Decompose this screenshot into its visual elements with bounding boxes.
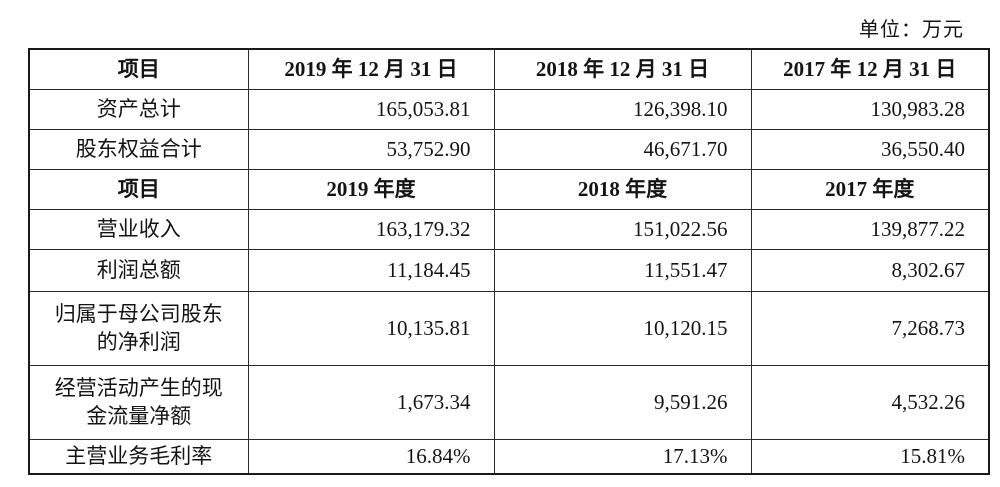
row-label: 主营业务毛利率 <box>28 438 249 475</box>
unit-label: 单位：万元 <box>859 19 964 41</box>
cell-value: 1,673.34 <box>247 364 495 440</box>
table-row-net-profit-parent: 归属于母公司股东 的净利润 10,135.81 10,120.15 7,268.… <box>28 290 990 366</box>
cell-value: 8,302.67 <box>750 248 990 292</box>
table-row-total-assets: 资产总计 165,053.81 126,398.10 130,983.28 <box>28 88 990 130</box>
column-header-2019-year: 2019 年度 <box>247 168 495 210</box>
row-label: 资产总计 <box>28 88 249 130</box>
cell-value: 15.81% <box>750 438 990 475</box>
column-header-2018-year: 2018 年度 <box>493 168 752 210</box>
cell-value: 4,532.26 <box>750 364 990 440</box>
row-label: 营业收入 <box>28 208 249 250</box>
row-label: 经营活动产生的现 金流量净额 <box>28 364 249 440</box>
cell-value: 53,752.90 <box>247 128 495 170</box>
income-statement-header-row: 项目 2019 年度 2018 年度 2017 年度 <box>28 168 990 210</box>
column-header-2017-date: 2017 年 12 月 31 日 <box>750 48 990 90</box>
table-row-total-profit: 利润总额 11,184.45 11,551.47 8,302.67 <box>28 248 990 292</box>
column-header-2017-year: 2017 年度 <box>750 168 990 210</box>
cell-value: 36,550.40 <box>750 128 990 170</box>
cell-value: 126,398.10 <box>493 88 752 130</box>
row-label: 归属于母公司股东 的净利润 <box>28 290 249 366</box>
cell-value: 139,877.22 <box>750 208 990 250</box>
cell-value: 151,022.56 <box>493 208 752 250</box>
table-row-operating-cash-flow: 经营活动产生的现 金流量净额 1,673.34 9,591.26 4,532.2… <box>28 364 990 440</box>
row-label: 股东权益合计 <box>28 128 249 170</box>
cell-value: 165,053.81 <box>247 88 495 130</box>
table-row-operating-revenue: 营业收入 163,179.32 151,022.56 139,877.22 <box>28 208 990 250</box>
table-row-gross-margin: 主营业务毛利率 16.84% 17.13% 15.81% <box>28 438 990 475</box>
balance-sheet-header-row: 项目 2019 年 12 月 31 日 2018 年 12 月 31 日 201… <box>28 48 990 90</box>
cell-value: 46,671.70 <box>493 128 752 170</box>
row-label: 利润总额 <box>28 248 249 292</box>
cell-value: 130,983.28 <box>750 88 990 130</box>
table-row-total-equity: 股东权益合计 53,752.90 46,671.70 36,550.40 <box>28 128 990 170</box>
column-header-item: 项目 <box>28 168 249 210</box>
cell-value: 11,184.45 <box>247 248 495 292</box>
cell-value: 17.13% <box>493 438 752 475</box>
column-header-item: 项目 <box>28 48 249 90</box>
column-header-2018-date: 2018 年 12 月 31 日 <box>493 48 752 90</box>
cell-value: 10,135.81 <box>247 290 495 366</box>
cell-value: 163,179.32 <box>247 208 495 250</box>
cell-value: 9,591.26 <box>493 364 752 440</box>
financial-summary-table: 项目 2019 年 12 月 31 日 2018 年 12 月 31 日 201… <box>28 48 990 475</box>
cell-value: 7,268.73 <box>750 290 990 366</box>
cell-value: 16.84% <box>247 438 495 475</box>
column-header-2019-date: 2019 年 12 月 31 日 <box>247 48 495 90</box>
cell-value: 10,120.15 <box>493 290 752 366</box>
cell-value: 11,551.47 <box>493 248 752 292</box>
